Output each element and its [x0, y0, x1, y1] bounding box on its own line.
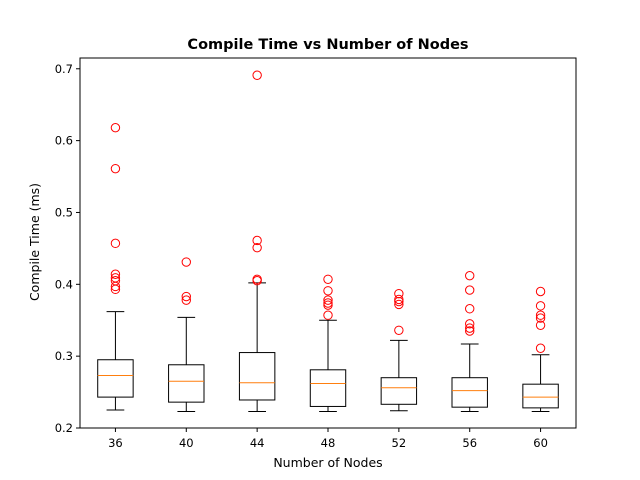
outlier-point [394, 296, 404, 307]
box-group [522, 286, 559, 412]
outlier-point [323, 274, 333, 284]
y-tick-label: 0.6 [55, 134, 73, 148]
outlier-point [465, 319, 475, 329]
box-iqr [451, 377, 488, 408]
box-iqr [309, 369, 347, 407]
outlier-point [252, 235, 262, 246]
box-group [168, 257, 205, 412]
y-tick-label: 0.3 [55, 349, 73, 363]
outlier-point [181, 291, 191, 302]
outlier-point [465, 326, 475, 336]
outlier-point [535, 310, 546, 320]
x-tick-label: 48 [321, 436, 336, 450]
x-tick-label: 60 [533, 436, 548, 450]
outlier-point [110, 163, 121, 174]
boxes-layer [97, 70, 559, 412]
y-tick-label: 0.2 [55, 421, 73, 435]
outlier-point [535, 313, 546, 323]
box-group [451, 270, 488, 412]
outlier-point [394, 325, 404, 335]
outlier-point [110, 238, 121, 249]
outlier-point [110, 281, 121, 292]
box-iqr [168, 364, 205, 403]
outlier-point [535, 286, 546, 297]
x-tick-label: 44 [250, 436, 265, 450]
outlier-point [252, 242, 262, 253]
outlier-point [465, 285, 475, 295]
y-axis-label: Compile Time (ms) [27, 183, 42, 301]
outlier-point [535, 301, 546, 311]
outlier-point [252, 70, 262, 80]
outlier-point [465, 323, 475, 333]
box-iqr [380, 377, 418, 405]
outlier-point [323, 310, 333, 320]
outlier-point [323, 298, 333, 308]
outlier-point [394, 299, 404, 310]
outlier-point [110, 269, 121, 279]
outlier-point [110, 284, 121, 295]
box-group [309, 274, 347, 412]
box-group [238, 70, 276, 412]
chart-title: Compile Time vs Number of Nodes [187, 37, 468, 53]
outlier-point [394, 294, 404, 305]
box-group [97, 122, 134, 411]
outlier-point [535, 320, 546, 330]
outlier-point [323, 286, 333, 296]
x-tick-label: 52 [392, 436, 407, 450]
outlier-point [323, 295, 333, 305]
outlier-point [323, 300, 333, 310]
x-axis-label: Number of Nodes [273, 455, 382, 470]
y-tick-label: 0.7 [55, 62, 73, 76]
y-tick-label: 0.5 [55, 205, 73, 219]
x-tick-label: 40 [179, 436, 194, 450]
outlier-point [535, 343, 546, 353]
ticks-layer: 0.2 0.3 0.4 0.5 0.6 0.7 36 40 44 48 52 56 60 [55, 62, 548, 450]
outlier-point [110, 122, 121, 133]
x-tick-label: 36 [108, 436, 123, 450]
outlier-point [252, 276, 262, 286]
box-iqr [97, 359, 134, 398]
outlier-point [465, 270, 475, 281]
outlier-point [181, 257, 191, 267]
plot-frame [79, 57, 577, 429]
x-tick-label: 56 [462, 436, 477, 450]
y-tick-label: 0.4 [55, 277, 73, 291]
box-group [380, 288, 418, 412]
outlier-point [181, 295, 191, 305]
box-iqr [522, 383, 559, 409]
outlier-point [465, 304, 475, 314]
box-iqr [238, 352, 276, 401]
